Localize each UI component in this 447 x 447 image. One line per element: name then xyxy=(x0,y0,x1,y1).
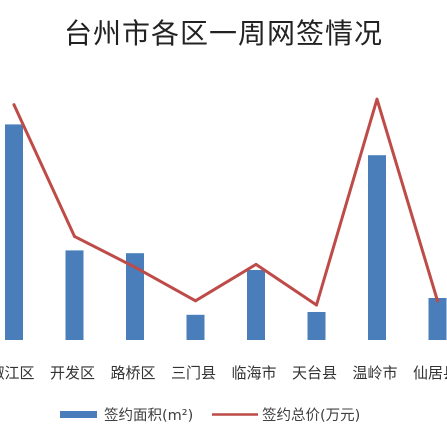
line-point-7 xyxy=(436,299,439,303)
category-label-5: 天台县 xyxy=(292,364,337,382)
line-point-1 xyxy=(73,234,76,238)
legend-label-area: 签约面积(m²) xyxy=(104,407,193,424)
bar-series-area xyxy=(5,124,447,341)
bar-7 xyxy=(428,298,447,340)
line-point-6 xyxy=(375,97,379,101)
bar-1 xyxy=(65,250,84,340)
line-point-4 xyxy=(254,262,258,266)
category-label-7: 仙居县 xyxy=(413,364,447,382)
category-label-4: 临海市 xyxy=(231,364,276,382)
line-point-0 xyxy=(12,103,16,107)
bar-2 xyxy=(126,253,144,340)
bar-6 xyxy=(368,155,386,340)
bar-5 xyxy=(307,312,326,340)
category-label-6: 温岭市 xyxy=(352,364,397,382)
series-line-total-price xyxy=(12,97,439,307)
x-axis-category-labels: 椒江区开发区路桥区三门县临海市天台县温岭市仙居县 xyxy=(0,364,447,382)
bar-3 xyxy=(186,314,205,340)
bar-0 xyxy=(5,124,23,341)
line-point-3 xyxy=(194,299,197,303)
legend: 签约面积(m²) 签约总价(万元) xyxy=(60,407,360,424)
chart-title: 台州市各区一周网签情况 xyxy=(64,17,383,50)
category-label-2: 路桥区 xyxy=(110,364,155,382)
category-label-0: 椒江区 xyxy=(0,364,35,382)
legend-swatch-area xyxy=(60,411,97,418)
line-point-5 xyxy=(315,303,318,307)
line-point-2 xyxy=(133,265,137,269)
category-label-1: 开发区 xyxy=(50,364,95,382)
legend-label-total-price: 签约总价(万元) xyxy=(262,407,360,424)
bar-4 xyxy=(247,270,265,340)
category-label-3: 三门县 xyxy=(171,364,216,382)
line-series-total-price xyxy=(12,97,439,307)
